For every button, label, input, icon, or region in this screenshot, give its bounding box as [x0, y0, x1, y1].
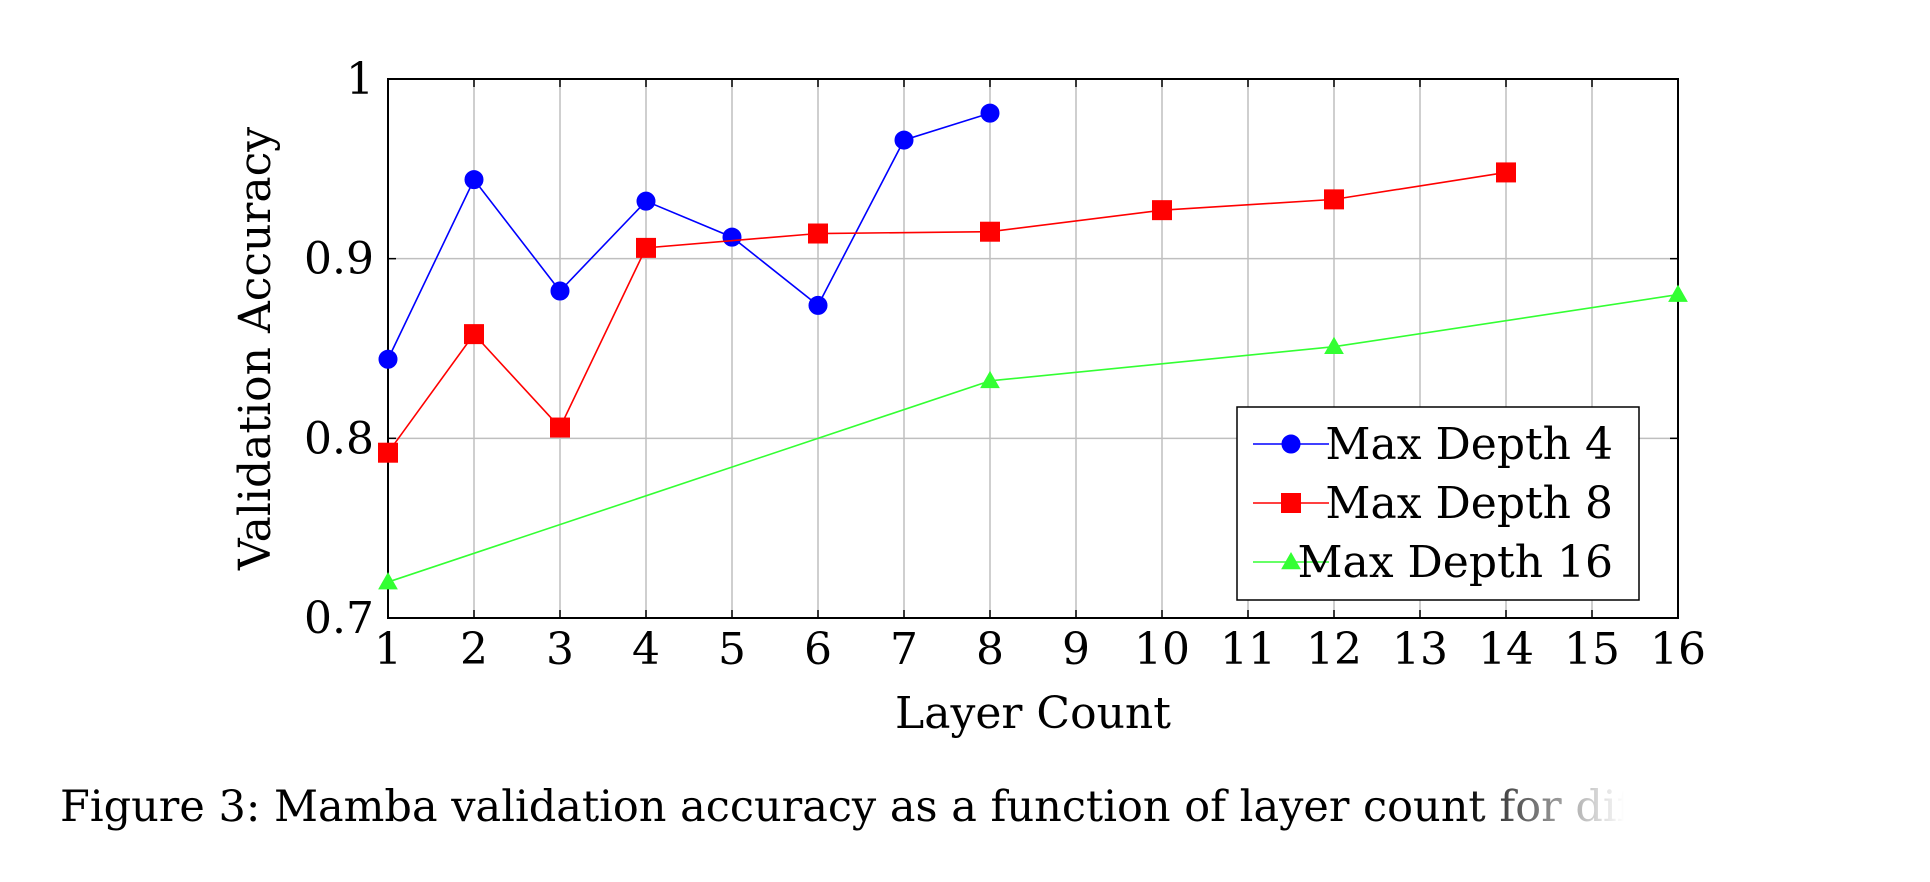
x-tick-label: 5 [718, 624, 746, 675]
x-tick-label: 8 [976, 624, 1004, 675]
data-point [722, 227, 742, 247]
y-tick-label: 0.7 [304, 593, 374, 644]
data-point [1152, 200, 1172, 221]
x-tick-label: 15 [1564, 624, 1620, 675]
data-point [980, 221, 1000, 242]
legend-marker [1281, 434, 1301, 454]
data-point [808, 223, 828, 244]
series-line [387, 112, 991, 360]
x-tick-label: 9 [1062, 624, 1090, 675]
y-tick-label: 0.9 [304, 234, 374, 285]
x-tick-label: 10 [1134, 624, 1190, 675]
series-1 [378, 103, 1000, 369]
data-point [378, 349, 398, 369]
legend: Max Depth 4 Max Depth 8 Max Depth 16 [1236, 406, 1640, 601]
legend-label: Max Depth 16 [1297, 537, 1613, 588]
x-tick-label: 16 [1650, 624, 1706, 675]
data-point [464, 324, 484, 345]
y-tick-label: 0.8 [304, 413, 374, 464]
x-tick-label: 12 [1306, 624, 1362, 675]
x-tick-label: 1 [374, 624, 402, 675]
data-point [464, 170, 484, 190]
data-point [1668, 284, 1688, 302]
data-point [378, 442, 398, 463]
y-tick-label: 1 [346, 54, 374, 105]
data-point [550, 417, 570, 438]
data-point [894, 130, 914, 150]
legend-marker [1281, 551, 1301, 570]
x-axis-title: Layer Count [895, 688, 1171, 739]
x-tick-label: 7 [890, 624, 918, 675]
x-tick-label: 6 [804, 624, 832, 675]
x-tick-label: 11 [1220, 624, 1276, 675]
legend-marker [1281, 493, 1301, 513]
data-point [378, 572, 398, 590]
data-point [636, 237, 656, 258]
legend-label: Max Depth 8 [1325, 478, 1613, 529]
y-axis-title: Validation Accuracy [230, 127, 281, 571]
axis-ticks: 1 2 3 4 5 6 7 8 9 10 11 12 13 14 15 160.70.80.91 [304, 54, 1706, 675]
x-tick-label: 3 [546, 624, 574, 675]
data-point [980, 103, 1000, 123]
series-2 [378, 162, 1516, 463]
caption-fade-overlay [1460, 780, 1930, 850]
data-point [1324, 189, 1344, 210]
figure-caption: Figure 3: Mamba validation accuracy as a… [60, 782, 1673, 832]
legend-label: Max Depth 4 [1325, 419, 1613, 470]
data-point [550, 281, 570, 301]
plot-area-frame [387, 78, 1679, 619]
x-tick-label: 13 [1392, 624, 1448, 675]
x-tick-label: 2 [460, 624, 488, 675]
data-point [1496, 162, 1516, 183]
data-point [980, 370, 1000, 389]
x-tick-label: 14 [1478, 624, 1534, 675]
data-point [808, 295, 828, 315]
series-group [378, 103, 1688, 590]
series-line [387, 293, 1679, 583]
x-tick-label: 4 [632, 624, 660, 675]
data-point [636, 191, 656, 211]
data-point [1324, 336, 1344, 354]
series-3 [378, 284, 1688, 590]
